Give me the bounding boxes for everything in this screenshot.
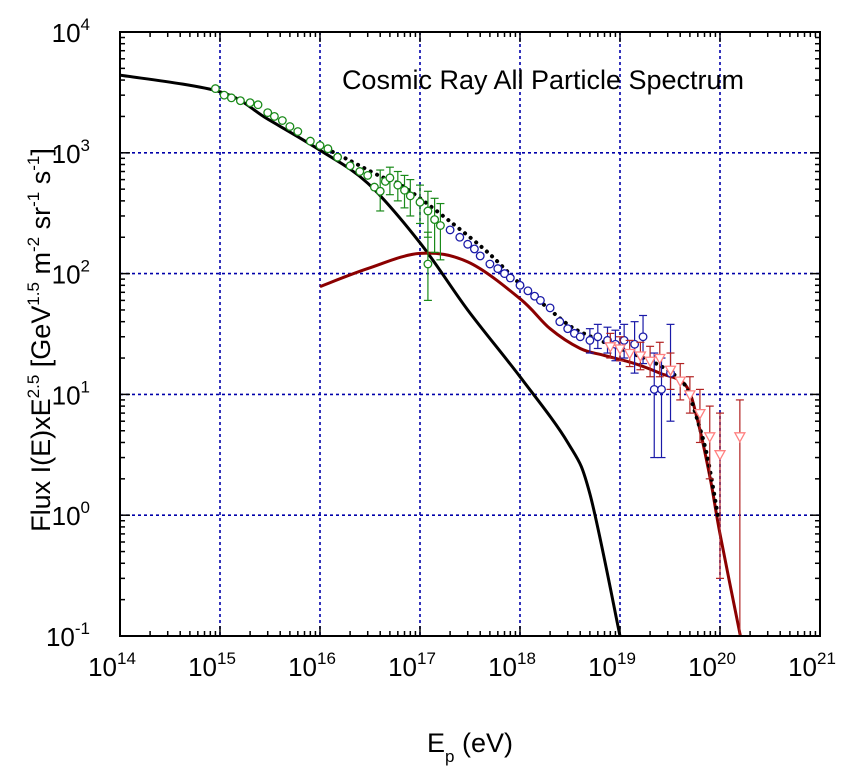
data-point xyxy=(505,273,515,283)
grid-lines xyxy=(120,32,820,636)
data-point xyxy=(455,232,465,242)
data-point xyxy=(355,167,365,176)
x-tick-labels: 1014 1015 1016 1017 1018 1019 1020 1021 xyxy=(88,649,836,682)
data-point xyxy=(363,170,373,180)
x-tick-label: 1019 xyxy=(588,649,636,682)
axis-ticks xyxy=(119,31,821,637)
data-point xyxy=(393,180,403,190)
data-series xyxy=(120,73,746,636)
x-tick-label: 1016 xyxy=(288,649,336,682)
data-point-triangle xyxy=(653,353,666,365)
data-point xyxy=(423,259,433,269)
data-point-triangle xyxy=(713,450,727,462)
data-point xyxy=(210,84,220,94)
data-point xyxy=(585,335,595,345)
data-point-triangle xyxy=(643,356,657,368)
data-point xyxy=(463,239,473,249)
data-point xyxy=(345,161,355,171)
data-point xyxy=(575,332,585,342)
data-point-triangle xyxy=(683,390,697,402)
data-point xyxy=(493,264,503,274)
series-0 xyxy=(120,73,622,636)
series-3 xyxy=(210,84,445,301)
data-point xyxy=(315,141,325,150)
data-point xyxy=(535,295,545,305)
data-point xyxy=(563,324,573,334)
data-point xyxy=(253,100,263,110)
data-point xyxy=(430,215,440,225)
data-point xyxy=(285,122,295,131)
data-point xyxy=(555,317,565,327)
data-point xyxy=(523,286,533,296)
x-axis-label: Ep (eV) xyxy=(427,728,513,766)
y-tick-label: 104 xyxy=(52,15,90,48)
data-point xyxy=(293,127,303,136)
y-tick-label: 101 xyxy=(52,377,90,410)
y-axis-label: Flux I(E)xE2.5 [GeV1.5 m-2 sr-1 s-1] xyxy=(24,148,56,532)
data-point-triangle xyxy=(703,432,716,444)
data-point xyxy=(545,303,555,313)
data-point xyxy=(263,108,273,118)
data-point xyxy=(423,206,433,216)
data-point xyxy=(435,221,445,230)
data-point-triangle xyxy=(604,342,617,354)
data-point xyxy=(515,280,525,290)
data-point-triangle xyxy=(634,351,647,363)
data-point-triangle xyxy=(613,344,627,356)
x-tick-label: 1014 xyxy=(88,649,136,682)
plot-frame xyxy=(119,31,821,637)
series-5 xyxy=(604,332,746,636)
data-point xyxy=(530,291,540,301)
model-curve xyxy=(120,73,622,636)
data-point xyxy=(277,116,287,125)
y-tick-label: 10-1 xyxy=(46,619,90,652)
data-point xyxy=(385,173,395,183)
x-tick-label: 1015 xyxy=(188,649,236,682)
data-point-triangle xyxy=(664,365,677,377)
data-point xyxy=(269,111,279,121)
data-point xyxy=(245,98,255,108)
data-point xyxy=(500,269,509,279)
data-point xyxy=(638,332,648,342)
data-point xyxy=(333,152,343,162)
data-point xyxy=(305,136,315,146)
data-point xyxy=(415,197,425,207)
data-point-triangle xyxy=(693,408,707,420)
data-point xyxy=(235,96,245,106)
y-tick-label: 100 xyxy=(52,498,90,531)
y-tick-label: 103 xyxy=(52,136,90,169)
data-point xyxy=(400,185,409,195)
data-point xyxy=(375,186,385,196)
x-tick-label: 1021 xyxy=(788,649,836,682)
chart-title: Cosmic Ray All Particle Spectrum xyxy=(342,65,744,95)
x-tick-label: 1020 xyxy=(688,649,736,682)
data-point xyxy=(657,384,666,394)
data-point xyxy=(226,93,236,103)
data-point xyxy=(445,225,455,235)
model-curve xyxy=(319,251,742,636)
data-point xyxy=(630,339,640,349)
data-point xyxy=(369,182,379,192)
x-tick-label: 1018 xyxy=(488,649,536,682)
data-point-triangle xyxy=(733,432,746,444)
series-1 xyxy=(319,251,742,636)
data-point xyxy=(323,144,333,154)
x-tick-label: 1017 xyxy=(388,649,436,682)
data-point-triangle xyxy=(623,348,636,360)
data-point xyxy=(469,244,479,254)
y-tick-label: 102 xyxy=(52,257,90,290)
data-point xyxy=(485,259,495,269)
data-point xyxy=(593,332,603,342)
data-point xyxy=(219,90,229,100)
data-point-triangle xyxy=(674,376,687,388)
data-point xyxy=(475,251,485,261)
data-point xyxy=(649,384,659,394)
y-tick-labels: 10-1 100 101 102 103 104 xyxy=(46,15,90,652)
data-point xyxy=(405,191,415,201)
